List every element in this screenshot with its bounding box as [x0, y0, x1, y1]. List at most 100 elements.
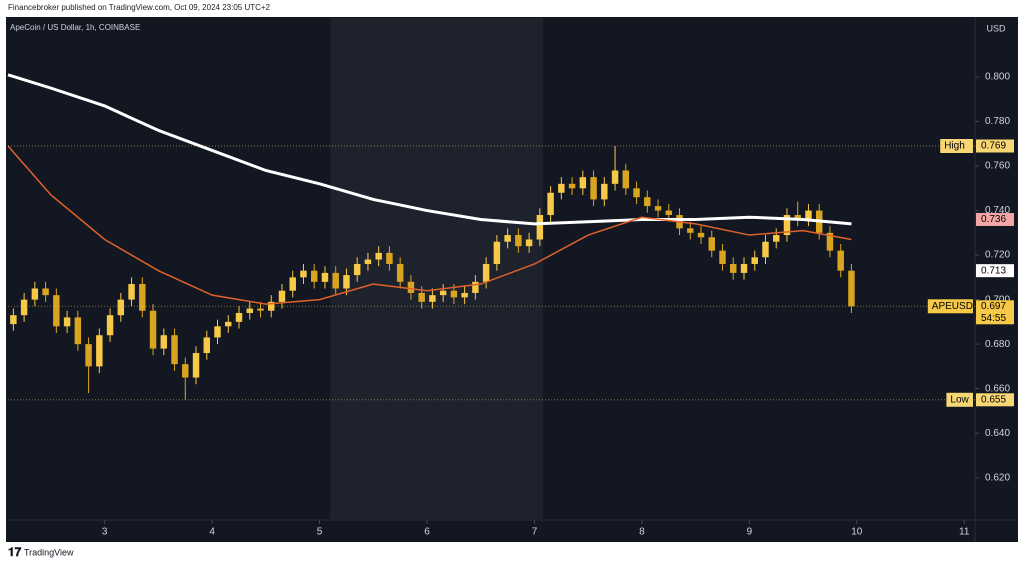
price-label-bg	[976, 264, 1014, 278]
candle-body	[171, 335, 178, 365]
candle-body	[837, 250, 844, 271]
candle-body	[697, 232, 705, 238]
candle-body	[343, 275, 350, 289]
candle-body	[117, 299, 125, 316]
candle-body	[332, 272, 339, 289]
y-tick-label: 0.760	[985, 161, 1010, 172]
candle-body	[826, 232, 834, 251]
candle-body	[268, 301, 275, 311]
candle-body	[192, 353, 200, 378]
candle-body	[568, 183, 576, 189]
price-label-countdown: 54:55	[981, 313, 1006, 324]
candle-body	[225, 321, 232, 327]
price-label-name: APEUSD	[932, 301, 973, 312]
y-tick-label: 0.740	[985, 205, 1010, 216]
candle-body	[278, 290, 286, 302]
x-tick-label: 10	[851, 527, 863, 538]
price-label-name: Low	[950, 394, 969, 405]
candle-body	[482, 263, 490, 282]
candle-body	[96, 335, 103, 367]
candle-body	[439, 290, 447, 296]
candle-body	[773, 235, 780, 242]
candle-body	[708, 237, 715, 251]
candle-body	[364, 259, 372, 264]
candle-body	[386, 252, 393, 264]
price-label-bg	[976, 393, 1014, 407]
candle-body	[85, 344, 92, 367]
candle-body	[547, 192, 554, 216]
currency: USD	[986, 23, 1006, 33]
candle-body	[235, 312, 243, 322]
price-label-value: 0.769	[981, 141, 1006, 152]
candle-body	[525, 239, 533, 247]
price-label-name: High	[944, 141, 965, 152]
candle-body	[730, 263, 737, 273]
candle-body	[558, 183, 565, 193]
candle-body	[300, 270, 307, 278]
candle-body	[321, 272, 329, 282]
candle-body	[536, 215, 544, 240]
price-label-name-bg	[940, 139, 973, 154]
moving-average	[7, 73, 852, 226]
price-label-name-bg	[927, 299, 973, 314]
moving-average	[7, 145, 852, 305]
candle-body	[751, 257, 758, 264]
candle-body	[644, 197, 651, 207]
candle-body	[783, 215, 791, 236]
y-tick-label: 0.800	[985, 72, 1010, 83]
candle-body	[461, 292, 468, 298]
candle-body	[128, 284, 135, 300]
candle-body	[10, 315, 17, 325]
candle-body	[310, 270, 318, 282]
y-tick-label: 0.640	[985, 428, 1010, 439]
price-label-value: 0.736	[981, 214, 1006, 225]
candle-body	[450, 290, 458, 298]
candle-body	[601, 183, 608, 200]
candle-body	[418, 292, 425, 302]
candle-body	[63, 317, 71, 327]
candle-body	[214, 326, 221, 338]
x-tick-label: 7	[532, 527, 538, 538]
candle-body	[203, 337, 210, 354]
y-tick-label: 0.700	[985, 294, 1010, 305]
y-tick-label: 0.620	[985, 472, 1010, 483]
logo: 𝟏𝟕	[8, 545, 22, 559]
brand: TradingView	[24, 547, 74, 557]
chart-title: ApeCoin / US Dollar, 1h, COINBASE	[10, 23, 140, 32]
candle-body	[74, 317, 82, 345]
candle-body	[848, 270, 855, 307]
candle-body	[762, 241, 769, 258]
y-tick-label: 0.720	[985, 250, 1010, 261]
candle-body	[31, 288, 39, 300]
candle-body	[590, 177, 597, 200]
candle-body	[622, 170, 630, 189]
candle-body	[611, 170, 619, 184]
candle-body	[42, 288, 49, 296]
candle-body	[687, 228, 694, 233]
candle-body	[429, 295, 436, 302]
candle-body	[665, 210, 673, 216]
x-tick-label: 6	[424, 527, 430, 538]
x-tick-label: 4	[209, 527, 215, 538]
candle-body	[396, 263, 404, 282]
y-tick-label: 0.660	[985, 383, 1010, 394]
x-tick-label: 11	[959, 527, 970, 538]
candle-body	[740, 263, 748, 273]
candle-body	[160, 335, 168, 349]
candle-body	[472, 281, 479, 293]
publisher: Financebroker published on TradingView.c…	[8, 3, 271, 12]
price-label-value: 0.697	[981, 301, 1006, 312]
candle-body	[579, 177, 587, 189]
candle-body	[375, 252, 382, 260]
price-label-value: 0.655	[981, 394, 1006, 405]
price-label-name-bg	[946, 392, 973, 407]
candle-body	[106, 315, 114, 336]
session-highlight	[330, 18, 544, 520]
candle-body	[257, 308, 264, 311]
candle-body	[246, 308, 253, 313]
candle-body	[805, 210, 812, 220]
y-tick-label: 0.780	[985, 116, 1010, 127]
candle-body	[149, 310, 157, 349]
